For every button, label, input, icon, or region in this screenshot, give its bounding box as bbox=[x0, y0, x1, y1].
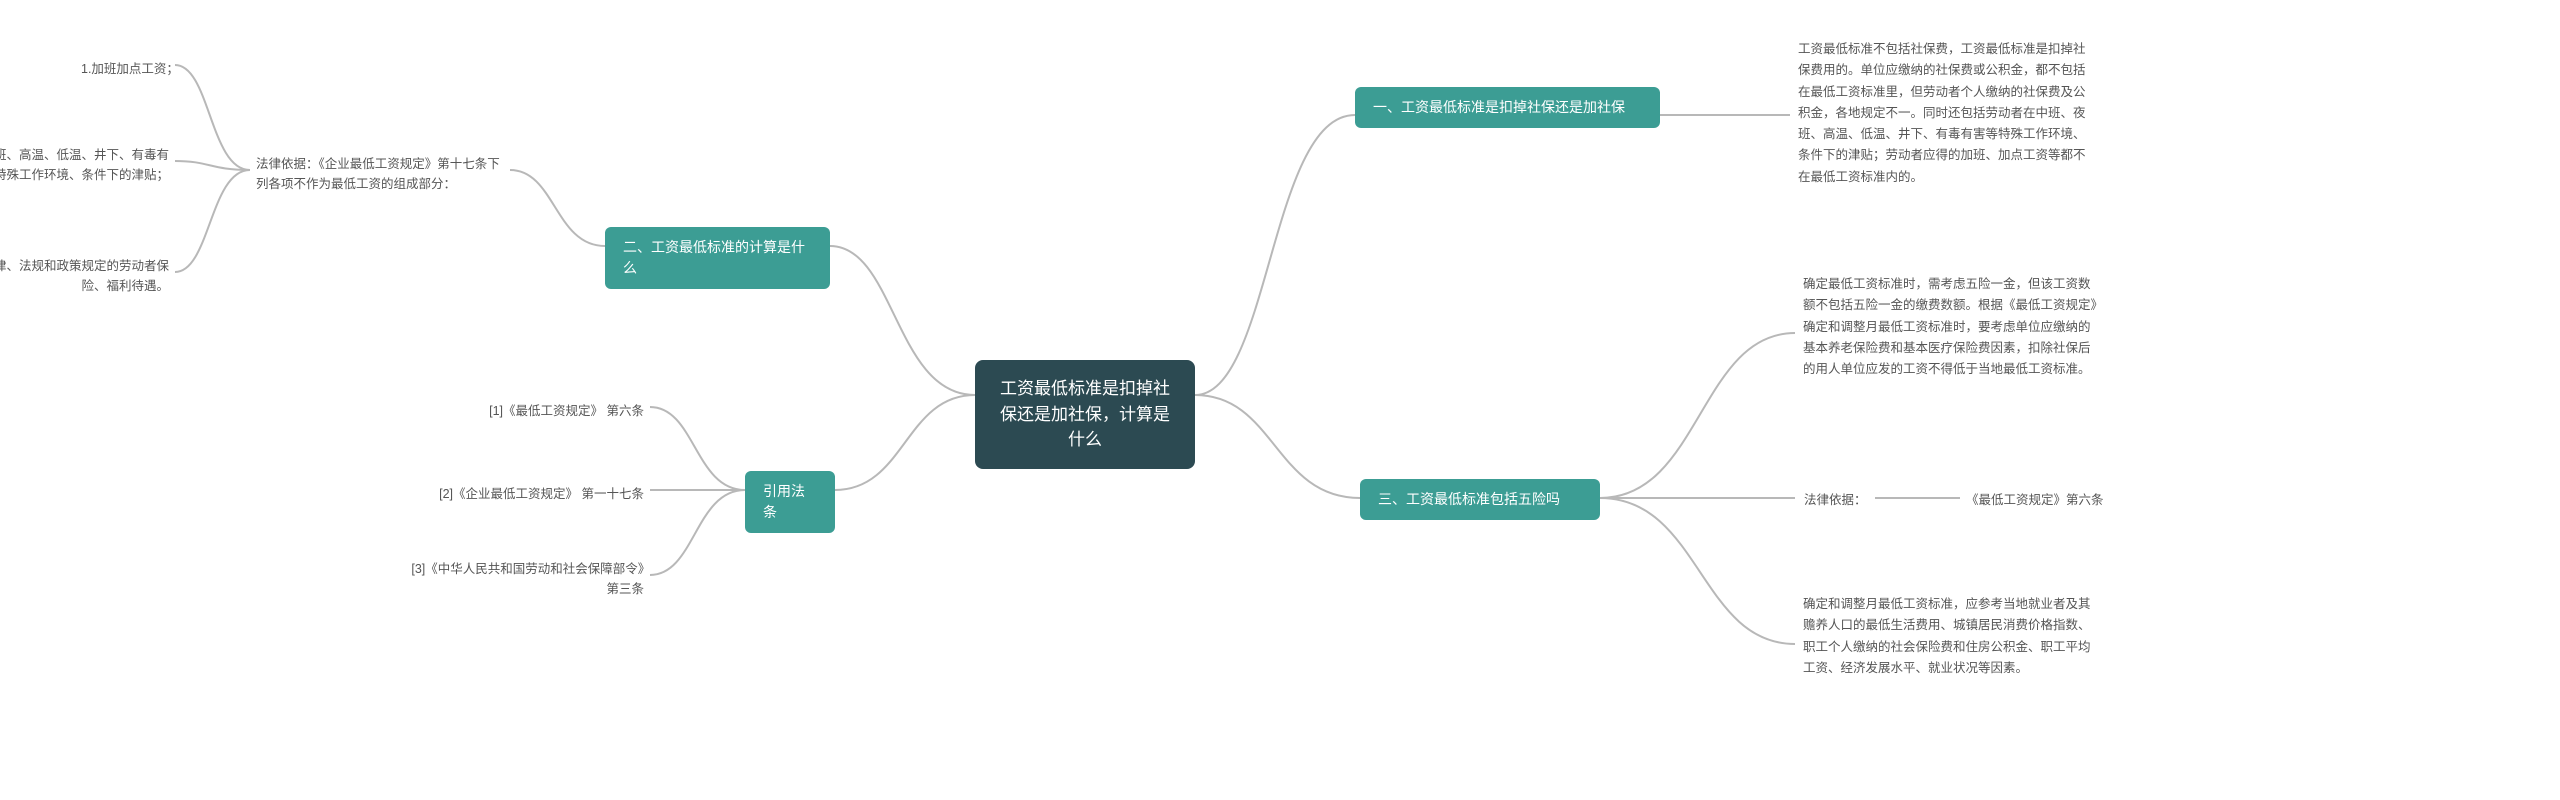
ref-1-text: [1]《最低工资规定》 第六条 bbox=[489, 404, 644, 418]
branch-2: 二、工资最低标准的计算是什么 bbox=[605, 227, 830, 289]
branch-3-detail-1: 确定最低工资标准时，需考虑五险一金，但该工资数额不包括五险一金的缴费数额。根据《… bbox=[1795, 270, 2105, 384]
ref-3: [3]《中华人民共和国劳动和社会保障部令》第三条 bbox=[400, 556, 650, 602]
branch-3-label: 三、工资最低标准包括五险吗 bbox=[1378, 491, 1560, 507]
ref-2: [2]《企业最低工资规定》 第一十七条 bbox=[420, 481, 650, 507]
branch-2-item-2: 2.中班、夜班、高温、低温、井下、有毒有害等特殊工作环境、条件下的津贴； bbox=[0, 142, 175, 188]
branch-1-detail-text: 工资最低标准不包括社保费，工资最低标准是扣掉社保费用的。单位应缴纳的社保费或公积… bbox=[1798, 42, 2086, 184]
branch-3-basis-ref: 《最低工资规定》第六条 bbox=[1960, 487, 2110, 513]
branch-refs-label: 引用法条 bbox=[763, 483, 805, 520]
branch-2-item-1: 1.加班加点工资； bbox=[75, 56, 185, 82]
branch-2-basis-text: 法律依据：《企业最低工资规定》第十七条下列各项不作为最低工资的组成部分： bbox=[256, 157, 500, 191]
branch-3-detail-3: 确定和调整月最低工资标准，应参考当地就业者及其赡养人口的最低生活费用、城镇居民消… bbox=[1795, 590, 2105, 683]
branch-3-d3-text: 确定和调整月最低工资标准，应参考当地就业者及其赡养人口的最低生活费用、城镇居民消… bbox=[1803, 597, 2091, 675]
branch-3-d2-ref: 《最低工资规定》第六条 bbox=[1966, 493, 2104, 507]
branch-refs: 引用法条 bbox=[745, 471, 835, 533]
branch-1-label: 一、工资最低标准是扣掉社保还是加社保 bbox=[1373, 99, 1625, 115]
center-text: 工资最低标准是扣掉社保还是加社保，计算是什么 bbox=[1000, 379, 1170, 449]
branch-2-i1: 1.加班加点工资； bbox=[81, 62, 179, 76]
branch-1: 一、工资最低标准是扣掉社保还是加社保 bbox=[1355, 87, 1660, 128]
branch-3-d2-label: 法律依据： bbox=[1804, 493, 1867, 507]
branch-2-i2: 2.中班、夜班、高温、低温、井下、有毒有害等特殊工作环境、条件下的津贴； bbox=[0, 148, 169, 182]
branch-3-d1-text: 确定最低工资标准时，需考虑五险一金，但该工资数额不包括五险一金的缴费数额。根据《… bbox=[1803, 277, 2097, 376]
ref-1: [1]《最低工资规定》 第六条 bbox=[460, 398, 650, 424]
branch-2-i3: 3.国家法律、法规和政策规定的劳动者保险、福利待遇。 bbox=[0, 259, 169, 293]
branch-3: 三、工资最低标准包括五险吗 bbox=[1360, 479, 1600, 520]
center-node: 工资最低标准是扣掉社保还是加社保，计算是什么 bbox=[975, 360, 1195, 469]
branch-2-label: 二、工资最低标准的计算是什么 bbox=[623, 239, 805, 276]
branch-2-item-3: 3.国家法律、法规和政策规定的劳动者保险、福利待遇。 bbox=[0, 253, 175, 299]
branch-1-detail: 工资最低标准不包括社保费，工资最低标准是扣掉社保费用的。单位应缴纳的社保费或公积… bbox=[1790, 35, 2100, 192]
ref-3-text: [3]《中华人民共和国劳动和社会保障部令》第三条 bbox=[411, 562, 644, 596]
branch-3-basis-label: 法律依据： bbox=[1798, 487, 1873, 513]
ref-2-text: [2]《企业最低工资规定》 第一十七条 bbox=[439, 487, 644, 501]
branch-2-basis: 法律依据：《企业最低工资规定》第十七条下列各项不作为最低工资的组成部分： bbox=[250, 151, 510, 197]
connector-layer bbox=[0, 0, 2560, 800]
